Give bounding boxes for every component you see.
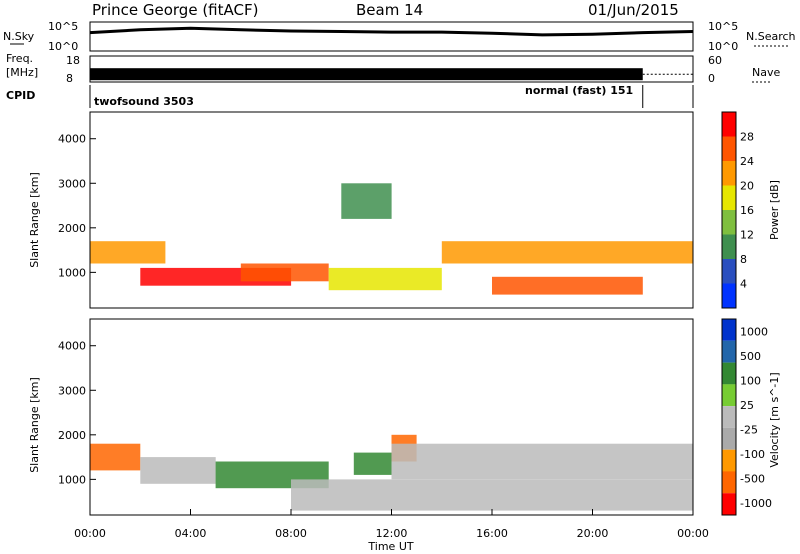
- heatmap-band-2: [240, 263, 329, 282]
- time-tick-label-6: 00:00: [677, 527, 709, 540]
- colorbar-swatch-1: [722, 136, 736, 161]
- colorbar-swatch-0: [722, 112, 736, 137]
- freq-left-tick-top: 18: [66, 54, 80, 67]
- colorbar-swatch-6: [722, 259, 736, 284]
- colorbar-swatch-2: [722, 362, 736, 385]
- heatmap-band-3: [353, 452, 392, 475]
- heatmap-band-5: [492, 276, 643, 295]
- nsearch-label: N.Search: [746, 30, 796, 43]
- heatmap-band-4: [441, 241, 694, 264]
- heatmap-band-3: [328, 267, 442, 291]
- colorbar-tick-0: 4: [740, 278, 747, 291]
- colorbar-swatch-5: [722, 234, 736, 259]
- heatmap-band-5: [391, 443, 693, 480]
- colorbar-tick-6: 28: [740, 131, 754, 144]
- nsearch-right-tick-bottom: 10^0: [708, 40, 738, 53]
- cpid-label: CPID: [6, 89, 35, 102]
- colorbar-tick-4: -25: [740, 423, 758, 436]
- time-tick-label-1: 04:00: [175, 527, 207, 540]
- colorbar-swatch-1: [722, 340, 736, 363]
- y-tick-label-1: 2000: [58, 429, 86, 442]
- heatmap-band-0: [90, 443, 141, 471]
- velocity-colorbar-label: Velocity [m s^-1]: [768, 372, 781, 467]
- colorbar-swatch-0: [722, 319, 736, 341]
- velocity-y-ticks: 1000 2000 3000 4000: [58, 340, 96, 486]
- colorbar-tick-1: 8: [740, 253, 747, 266]
- time-tick-label-0: 00:00: [74, 527, 106, 540]
- power-y-axis-label: Slant Range [km]: [28, 172, 41, 268]
- freq-label-line2: [MHz]: [6, 66, 38, 79]
- freq-label-line1: Freq.: [6, 52, 33, 65]
- y-tick-label-0: 1000: [58, 473, 86, 486]
- y-tick-label-2: 3000: [58, 384, 86, 397]
- beam-label: Beam 14: [356, 1, 423, 19]
- cpid-segment-2: normal (fast) 151: [525, 84, 633, 97]
- nave-right-tick-top: 60: [708, 54, 722, 67]
- cpid-segment-1: twofsound 3503: [94, 95, 194, 108]
- colorbar-swatch-2: [722, 161, 736, 186]
- heatmap-band-0: [90, 241, 166, 264]
- power-y-ticks: 1000 2000 3000 4000: [58, 133, 96, 279]
- nsky-panel-frame: [89, 21, 694, 52]
- time-tick-label-3: 12:00: [376, 527, 408, 540]
- colorbar-swatch-7: [722, 471, 736, 494]
- colorbar-tick-2: 12: [740, 229, 754, 242]
- colorbar-frame: [721, 111, 737, 309]
- velocity-y-axis-label: Slant Range [km]: [28, 377, 41, 473]
- y-tick-label-0: 1000: [58, 266, 86, 279]
- colorbar-swatch-6: [722, 449, 736, 472]
- nsky-left-tick-bottom: 10^0: [48, 40, 78, 53]
- colorbar-swatch-7: [722, 283, 736, 308]
- colorbar-tick-1: 500: [740, 350, 761, 363]
- y-tick-label-2: 3000: [58, 177, 86, 190]
- colorbar-tick-3: 25: [740, 399, 754, 412]
- time-axis-ticks: 00:00 04:00 08:00 12:00 16:00 20:00 00:00: [74, 509, 709, 540]
- station-title: Prince George (fitACF): [92, 1, 258, 19]
- colorbar-swatch-3: [722, 384, 736, 407]
- heatmap-band-6: [291, 479, 693, 511]
- colorbar-swatch-8: [722, 493, 736, 515]
- y-tick-label-3: 4000: [58, 133, 86, 146]
- velocity-heatmap: [90, 434, 693, 511]
- y-tick-label-1: 2000: [58, 222, 86, 235]
- colorbar-swatch-5: [722, 427, 736, 450]
- freq-left-tick-bottom: 8: [66, 72, 73, 85]
- power-colorbar-label: Power [dB]: [768, 180, 781, 240]
- date-label: 01/Jun/2015: [588, 1, 679, 19]
- colorbar-swatch-4: [722, 406, 736, 428]
- time-tick-label-2: 08:00: [275, 527, 307, 540]
- colorbar-tick-4: 20: [740, 180, 754, 193]
- velocity-colorbar: 1000 500 100 25 -25 -100 -500 -1000: [721, 318, 772, 516]
- colorbar-tick-7: -1000: [740, 497, 772, 510]
- heatmap-band-6: [341, 183, 392, 219]
- nave-right-tick-bottom: 0: [708, 72, 715, 85]
- colorbar-frame: [721, 318, 737, 516]
- colorbar-swatch-3: [722, 185, 736, 210]
- power-panel-frame: [89, 111, 694, 309]
- time-axis-label: Time UT: [367, 540, 413, 553]
- colorbar-tick-0: 1000: [740, 325, 768, 338]
- colorbar-swatch-4: [722, 210, 736, 235]
- time-tick-label-4: 16:00: [476, 527, 508, 540]
- colorbar-tick-2: 100: [740, 374, 761, 387]
- nsky-label: N.Sky: [3, 30, 35, 43]
- nsearch-right-tick-top: 10^5: [708, 20, 738, 33]
- heatmap-band-1: [140, 457, 216, 484]
- nave-label: Nave: [752, 66, 780, 79]
- power-colorbar: 4 8 12 16 20 24 28: [721, 111, 754, 309]
- time-tick-label-5: 20:00: [577, 527, 609, 540]
- power-heatmap: [90, 183, 694, 295]
- colorbar-tick-6: -500: [740, 472, 765, 485]
- colorbar-tick-3: 16: [740, 204, 754, 217]
- y-tick-label-3: 4000: [58, 340, 86, 353]
- colorbar-tick-5: 24: [740, 155, 754, 168]
- colorbar-tick-5: -100: [740, 448, 765, 461]
- nsky-series-line: [89, 26, 694, 37]
- freq-series-bar: [90, 68, 643, 81]
- nsky-left-tick-top: 10^5: [48, 20, 78, 33]
